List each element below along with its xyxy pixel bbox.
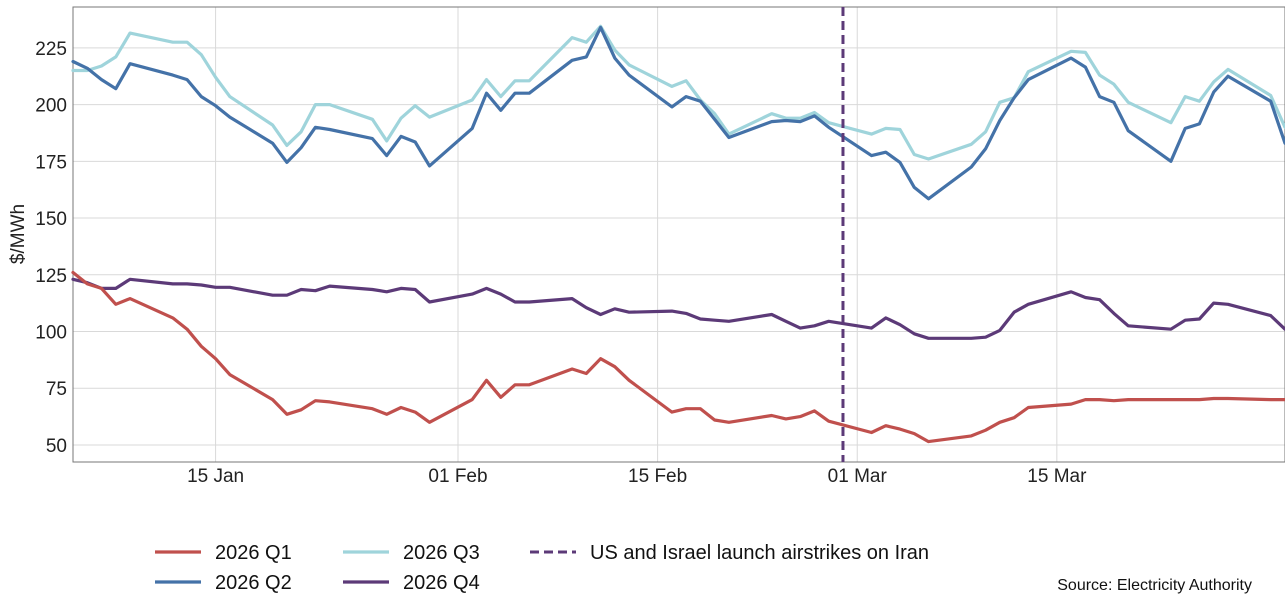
x-tick-label: 01 Feb: [428, 466, 487, 487]
x-tick-label: 01 Mar: [828, 466, 888, 487]
legend-label-airstrike: US and Israel launch airstrikes on Iran: [590, 542, 929, 564]
legend: 2026 Q1 2026 Q2 2026 Q3 2026 Q4 US and Israe…: [155, 542, 929, 594]
y-tick-label: 100: [35, 323, 67, 344]
source-note: Source: Electricity Authority: [1057, 577, 1252, 594]
y-tick-label: 225: [35, 39, 67, 60]
x-tick-label: 15 Feb: [628, 466, 687, 487]
series-lines: [71, 24, 1285, 444]
x-tick-label: 15 Jan: [187, 466, 244, 487]
y-tick-label: 200: [35, 96, 67, 117]
y-tick-label: 150: [35, 209, 67, 230]
x-gridlines: [215, 7, 1058, 462]
plot-border: [72, 6, 1285, 463]
y-tick-label: 75: [46, 379, 67, 400]
legend-label-2026-q2: 2026 Q2: [215, 572, 292, 594]
y-axis-tick-labels: 50 75 100 125 150 175 200 225: [35, 39, 67, 457]
legend-label-2026-q3: 2026 Q3: [403, 542, 480, 564]
series-line-2026-q3: [71, 24, 1285, 161]
series-line-2026-q1: [71, 270, 1285, 444]
x-tick-label: 15 Mar: [1027, 466, 1087, 487]
legend-label-2026-q1: 2026 Q1: [215, 542, 292, 564]
y-tick-label: 50: [46, 436, 67, 457]
legend-label-2026-q4: 2026 Q4: [403, 572, 480, 594]
series-line-2026-q4: [71, 277, 1285, 340]
series-line-2026-q2: [71, 25, 1285, 201]
y-gridlines: [73, 47, 1285, 446]
y-tick-label: 175: [35, 152, 67, 173]
x-axis-tick-labels: 15 Jan 01 Feb 15 Feb 01 Mar 15 Mar: [187, 466, 1087, 487]
y-axis-title: $/MWh: [8, 204, 29, 264]
y-tick-label: 125: [35, 266, 67, 287]
